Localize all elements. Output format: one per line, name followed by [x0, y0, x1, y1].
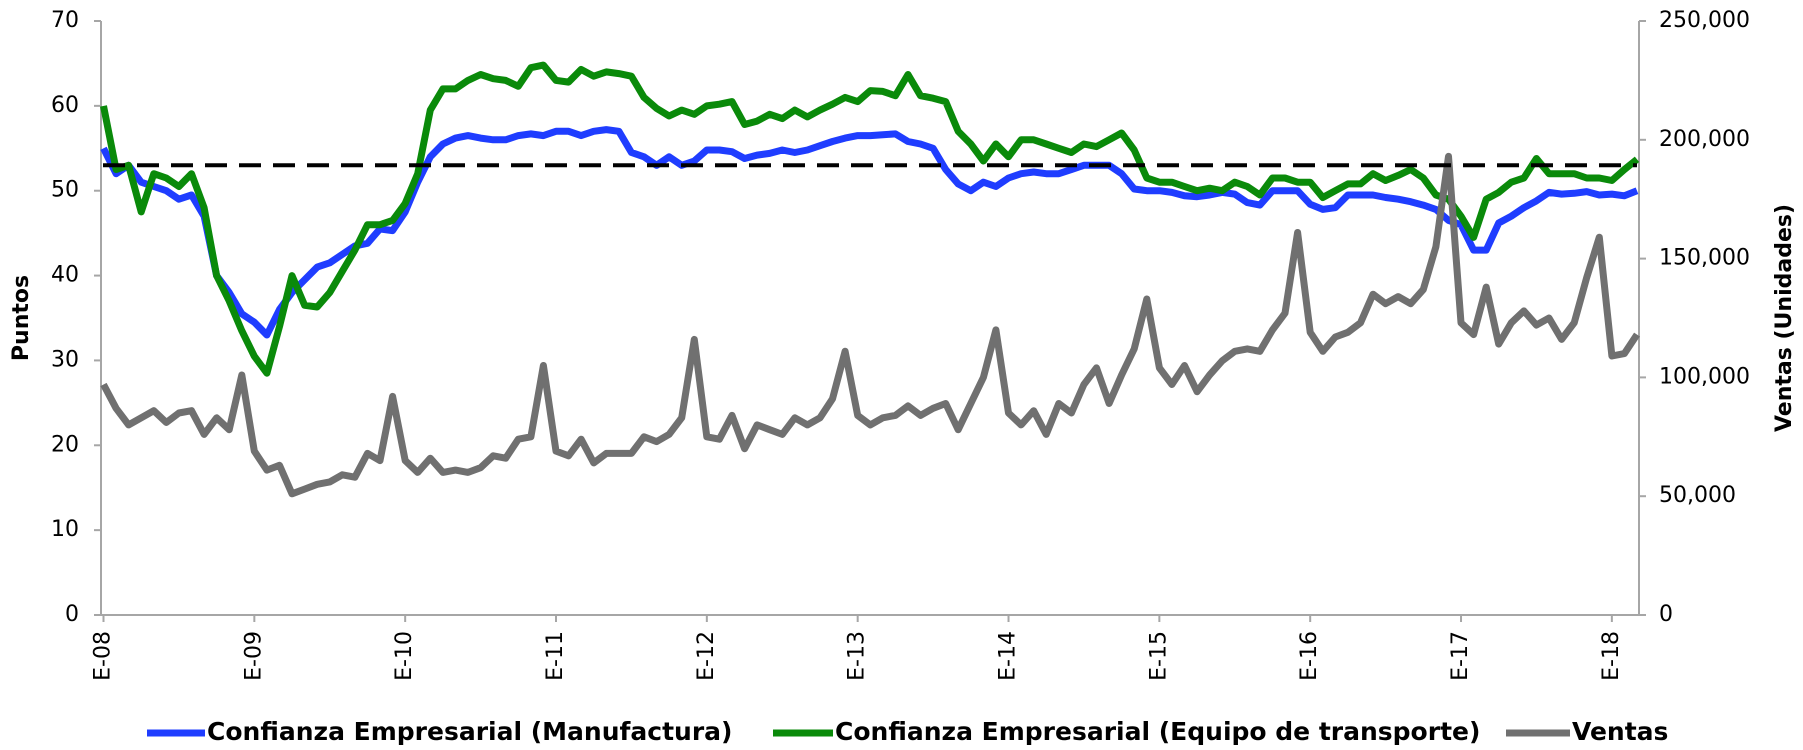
- x-tick-label: E-10: [392, 631, 417, 681]
- y-tick-label: 70: [51, 8, 79, 33]
- y-tick-label: 50: [51, 178, 79, 203]
- y2-tick-label: 150,000: [1659, 246, 1750, 271]
- y-axis-title: Puntos: [9, 275, 34, 361]
- y-tick-label: 10: [51, 517, 79, 542]
- x-tick-label: E-11: [543, 631, 568, 681]
- x-tick-label: E-15: [1146, 631, 1171, 681]
- y-tick-label: 20: [51, 432, 79, 457]
- x-tick-label: E-17: [1448, 631, 1473, 681]
- x-tick-label: E-09: [241, 631, 266, 681]
- y-tick-label: 40: [51, 263, 79, 288]
- legend-label: Ventas: [1572, 717, 1668, 746]
- y-tick-label: 30: [51, 347, 79, 372]
- series-line: [100, 152, 1640, 498]
- y2-axis-title: Ventas (Unidades): [1772, 204, 1797, 432]
- x-tick-label: E-18: [1599, 631, 1624, 681]
- y2-tick-label: 50,000: [1659, 483, 1736, 508]
- x-tick-label: E-12: [694, 631, 719, 681]
- x-tick-label: E-13: [845, 631, 870, 681]
- series-line: [100, 61, 1640, 377]
- y-tick-label: 60: [51, 93, 79, 118]
- legend-label: Confianza Empresarial (Manufactura): [207, 717, 732, 746]
- y2-tick-label: 200,000: [1659, 127, 1750, 152]
- x-tick-label: E-08: [91, 631, 116, 681]
- legend-label: Confianza Empresarial (Equipo de transpo…: [835, 717, 1480, 746]
- y-tick-label: 0: [65, 602, 79, 627]
- x-tick-label: E-16: [1297, 631, 1322, 681]
- x-tick-label: E-14: [996, 631, 1021, 681]
- y2-tick-label: 0: [1659, 602, 1673, 627]
- y2-tick-label: 100,000: [1659, 364, 1750, 389]
- y2-tick-label: 250,000: [1659, 8, 1750, 33]
